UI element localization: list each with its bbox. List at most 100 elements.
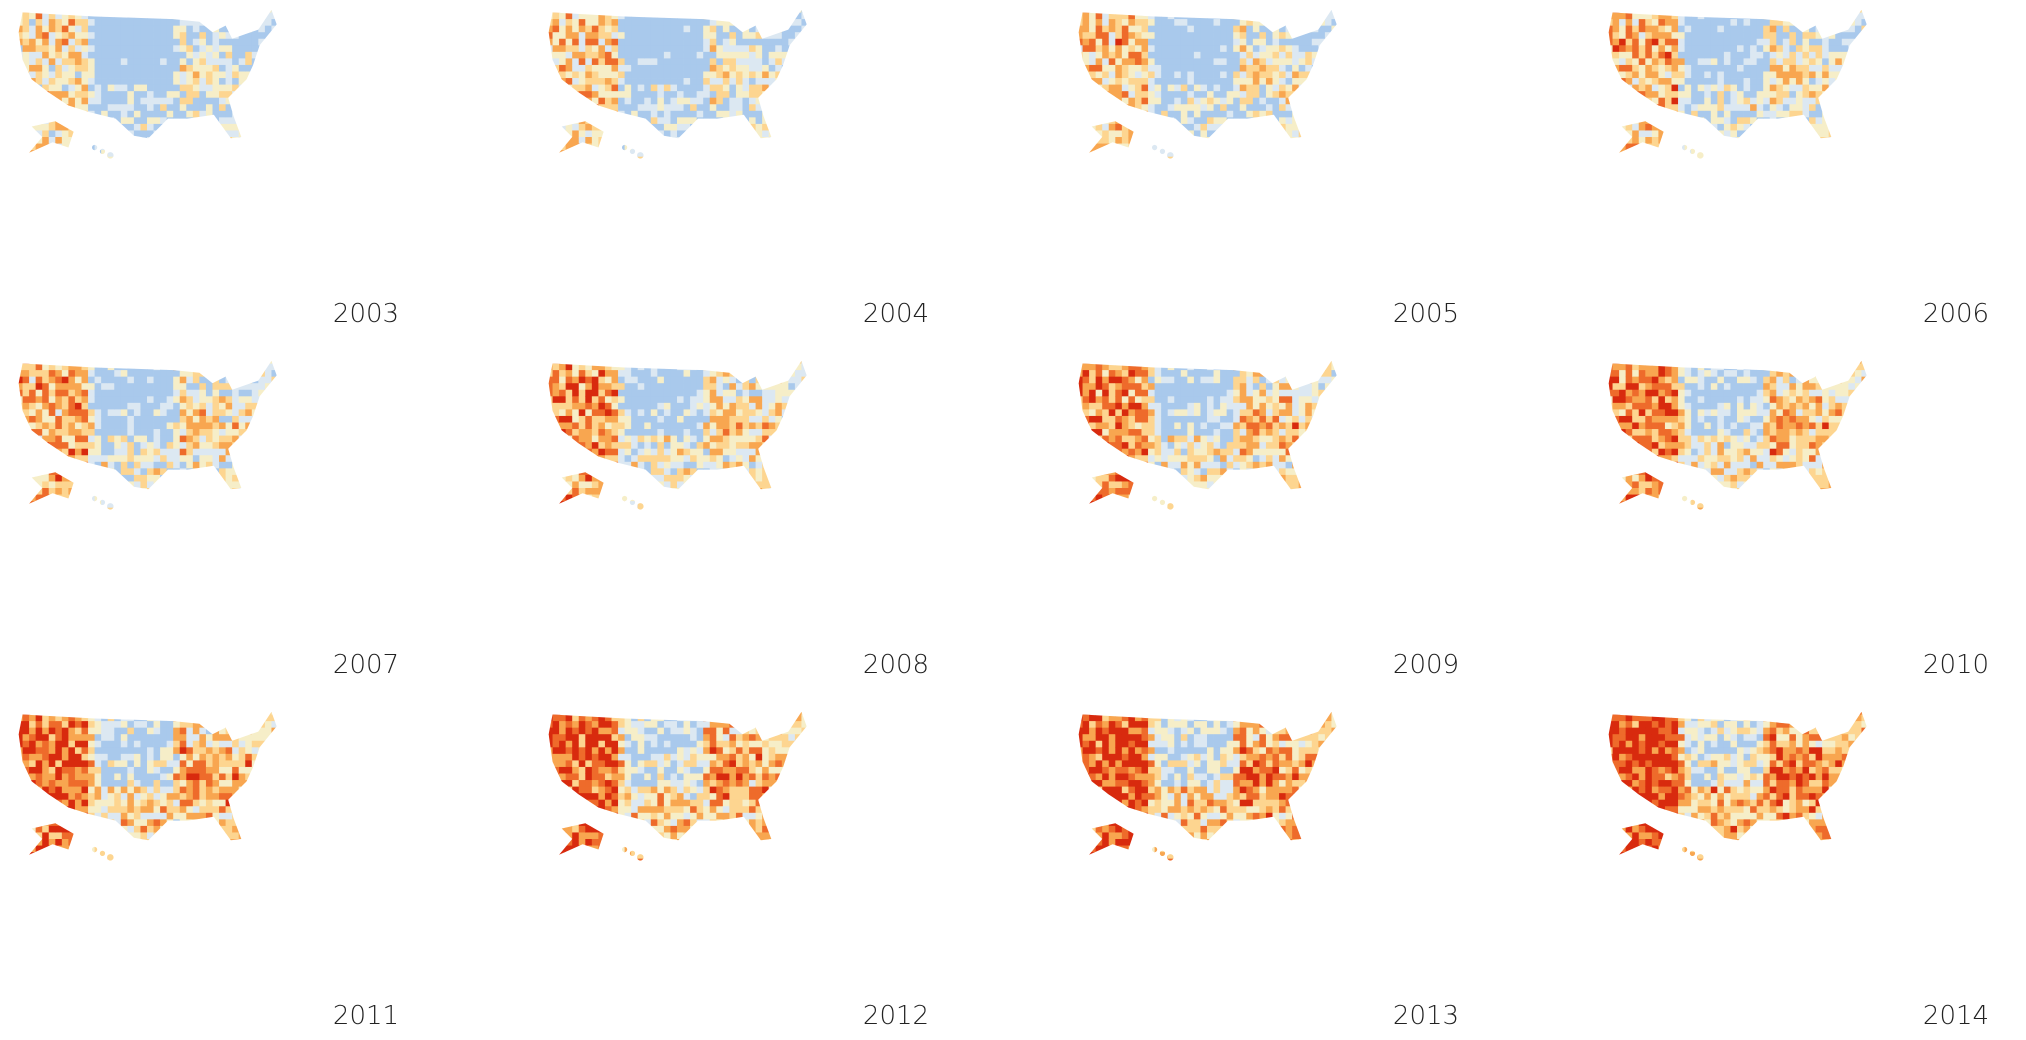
county-cell [48, 156, 56, 159]
county-cell [1841, 110, 1849, 118]
county-cell [611, 110, 619, 118]
county-cell [749, 45, 756, 53]
county-cell [749, 97, 756, 105]
county-cell [48, 97, 56, 105]
county-cell [604, 45, 612, 53]
county-cell [1115, 71, 1123, 79]
county-cell [1121, 110, 1129, 118]
county-cell [1148, 104, 1155, 112]
county-cell [232, 71, 240, 79]
county-cell [1608, 12, 1613, 20]
county-cell [559, 150, 567, 158]
county-cell [1664, 150, 1672, 158]
county-cell [55, 442, 63, 450]
county-cell [114, 84, 122, 92]
county-cell [107, 9, 115, 13]
county-cell [1108, 25, 1116, 33]
county-cell [690, 51, 698, 59]
county-cell [624, 91, 632, 99]
county-cell [1292, 156, 1300, 159]
county-cell [147, 32, 154, 40]
county-cell [1743, 104, 1751, 112]
county-cell [1207, 84, 1214, 92]
county-cell [657, 45, 665, 53]
county-cell [1782, 91, 1790, 99]
county-cell [101, 78, 109, 85]
county-cell [1841, 91, 1849, 99]
county-cell [578, 58, 586, 66]
county-cell [1691, 117, 1699, 125]
county-cell [1246, 91, 1254, 99]
county-cell [48, 468, 56, 476]
county-cell [1095, 12, 1103, 20]
county-cell [585, 58, 593, 66]
county-cell [1115, 97, 1123, 105]
county-cell [199, 468, 207, 476]
county-cell [1207, 38, 1214, 46]
county-cell [114, 97, 122, 105]
county-cell [1789, 123, 1797, 131]
county-cell [1193, 51, 1201, 59]
county-cell [781, 19, 789, 27]
county-cell [1684, 58, 1692, 66]
county-cell [1756, 150, 1764, 158]
county-cell [585, 71, 593, 79]
county-cell [1730, 78, 1738, 85]
county-cell [140, 130, 148, 138]
county-cell [55, 501, 63, 509]
county-cell [1704, 143, 1712, 151]
county-cell [258, 38, 266, 46]
county-cell [1776, 32, 1784, 40]
county-cell [801, 143, 807, 151]
county-cell [1638, 38, 1646, 46]
county-cell [107, 488, 115, 495]
county-cell [264, 370, 272, 378]
county-cell [1763, 51, 1771, 59]
county-cell [1730, 91, 1738, 99]
county-cell [173, 38, 181, 46]
county-cell [722, 123, 730, 131]
county-cell [1651, 91, 1659, 99]
county-cell [690, 97, 698, 105]
county-cell [578, 396, 586, 404]
county-cell [133, 376, 141, 384]
county-cell [644, 9, 652, 13]
county-cell [212, 25, 220, 33]
county-cell [251, 12, 259, 20]
county-cell [598, 143, 606, 151]
county-cell [578, 422, 586, 430]
county-cell [173, 156, 181, 159]
county-cell [94, 117, 102, 125]
county-cell [565, 383, 573, 391]
county-cell [1717, 25, 1725, 33]
county-cell [1220, 32, 1228, 40]
county-cell [1717, 104, 1725, 112]
county-cell [578, 429, 586, 436]
county-cell [179, 150, 187, 158]
county-cell [598, 137, 606, 144]
county-cell [631, 130, 639, 138]
county-cell [768, 123, 776, 131]
county-cell [192, 32, 200, 40]
county-cell [68, 19, 76, 27]
county-cell [81, 429, 89, 436]
county-cell [1089, 9, 1097, 13]
county-cell [271, 110, 277, 118]
county-cell [232, 45, 240, 53]
county-cell [22, 494, 30, 502]
county-cell [212, 481, 220, 489]
county-cell [140, 19, 148, 27]
county-cell [1318, 84, 1326, 92]
county-cell [127, 402, 135, 410]
county-cell [631, 32, 639, 40]
county-cell [1174, 137, 1182, 144]
county-cell [81, 360, 89, 364]
county-cell [762, 9, 770, 13]
county-cell [94, 130, 102, 138]
county-cell [1678, 150, 1685, 158]
county-cell [140, 137, 148, 144]
county-cell [153, 383, 161, 391]
county-cell [631, 137, 639, 144]
county-cell [107, 156, 115, 159]
county-cell [552, 64, 560, 72]
